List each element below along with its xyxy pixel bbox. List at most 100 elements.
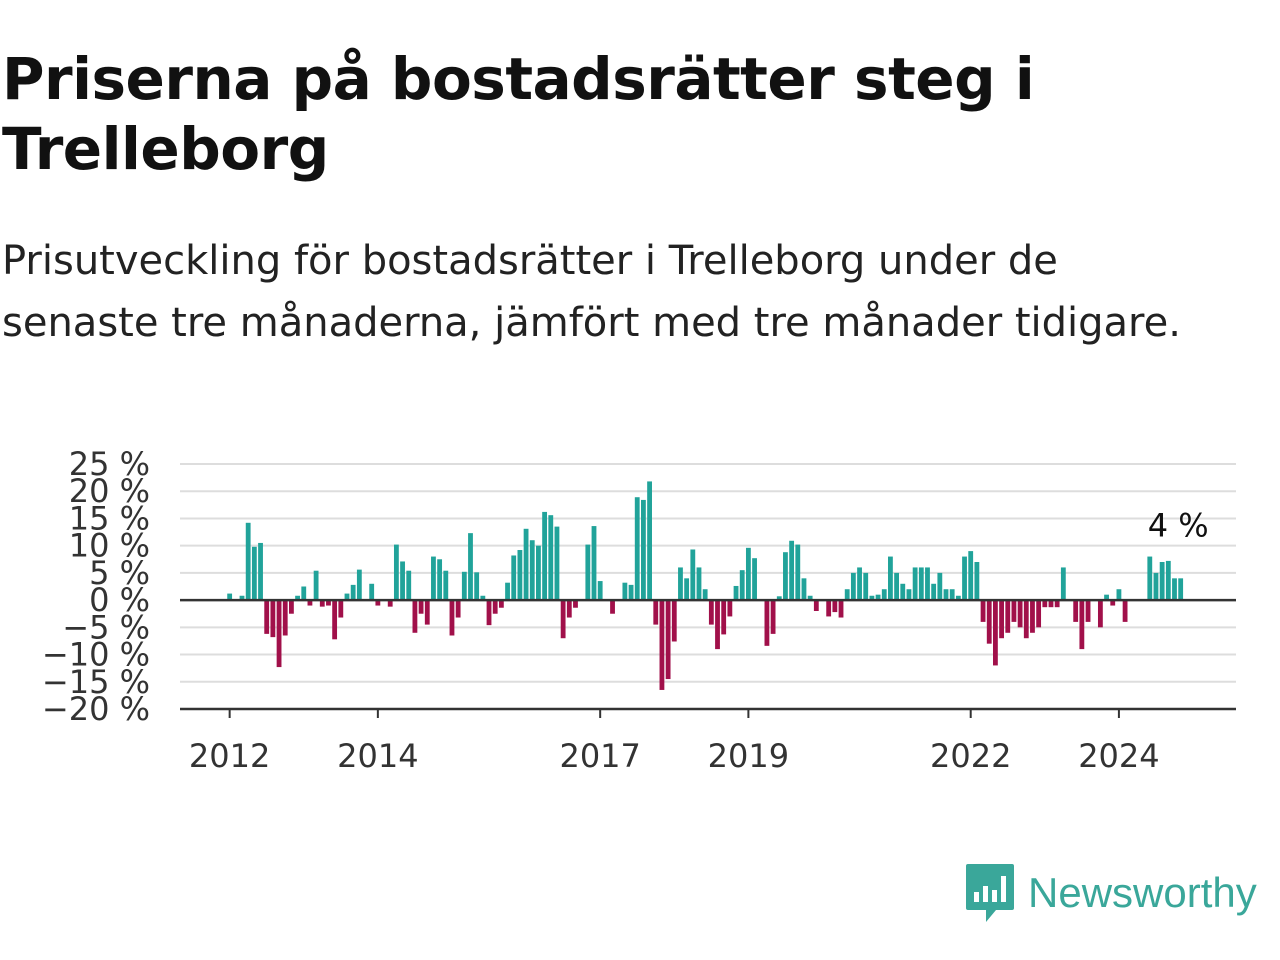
bar [980,600,986,622]
y-tick-label: 0 % [89,581,150,619]
bar [1116,589,1122,601]
bar [542,511,548,601]
bar [523,528,529,601]
bar [634,497,640,601]
bar [628,584,634,601]
bar [338,600,344,618]
bar [1011,600,1017,622]
bar [1159,562,1165,601]
bar [455,600,461,618]
x-tick-label: 2019 [708,737,789,775]
bar [1005,600,1011,633]
bar [437,559,443,601]
bar [282,600,288,636]
latest-value-label: 4 % [1148,506,1209,544]
bar [597,581,603,601]
bar [684,578,690,601]
bar [332,600,338,640]
bar [566,600,572,618]
bar [245,522,251,601]
bar [326,600,331,606]
y-tick-label: −5 % [62,608,150,646]
bar [498,600,504,608]
bar [536,545,541,601]
bar [690,549,696,601]
bar [313,570,319,601]
bar [943,589,949,601]
x-tick-label: 2012 [189,737,270,775]
bar-chart: 25 %20 %15 %10 %5 %0 %−5 %−10 %−15 %−20 … [42,445,1236,775]
y-tick-label: 10 % [69,527,150,565]
bar [295,595,300,601]
bar [993,600,998,666]
bar [962,556,967,601]
bar [832,600,838,613]
bar [375,600,381,606]
bar [671,600,677,642]
bar [393,544,399,601]
bar [986,600,992,644]
bar [344,593,350,601]
bar [708,600,714,625]
bar [918,567,924,601]
bar [1030,600,1035,633]
chart-title: Priserna på bostadsrätter steg i Trelleb… [2,45,1035,183]
bar [468,533,473,601]
bar [369,583,375,601]
bar [894,572,900,601]
bar [807,595,813,601]
bar [505,582,510,601]
bar [418,600,424,614]
bar [702,589,708,601]
bar [492,600,498,614]
bar [974,562,980,601]
bar [925,567,930,601]
bar [270,600,276,638]
bar [770,600,776,634]
bar [857,567,862,601]
bar [999,600,1004,639]
bar [251,546,257,601]
y-tick-label: −20 % [42,690,150,728]
bar [869,595,875,601]
bar [517,550,523,601]
bar [1042,600,1048,608]
bar [480,595,486,601]
bar [258,542,263,601]
bar [585,544,591,601]
bar [776,596,782,601]
bar [239,595,245,601]
bar [1110,600,1116,606]
bar [1122,600,1128,622]
chart-subtitle: Prisutveckling för bostadsrätter i Trell… [2,238,1181,346]
bar [1023,600,1029,639]
bar [801,578,807,601]
x-tick-label: 2022 [930,737,1011,775]
bar [276,600,282,668]
y-tick-label: 25 % [69,445,150,483]
bar [486,600,492,626]
y-tick-label: 20 % [69,472,150,510]
bar [813,600,819,611]
bar [881,589,887,601]
bar [931,583,937,601]
bar [955,595,961,601]
y-tick-label: 5 % [89,554,150,592]
bar [715,600,720,650]
bar [752,558,757,601]
bar [949,589,955,601]
bar [1165,560,1171,601]
bar [1079,600,1085,650]
brand-name: Newsworthy [1028,869,1257,916]
bar [548,515,554,601]
bar [1153,572,1159,601]
bar [560,600,566,639]
bar [900,583,906,601]
bar [424,600,430,625]
bar [431,556,436,601]
bar [350,584,356,601]
bar [554,526,560,601]
bar [863,572,869,601]
bar [641,499,646,601]
bar [529,540,535,601]
